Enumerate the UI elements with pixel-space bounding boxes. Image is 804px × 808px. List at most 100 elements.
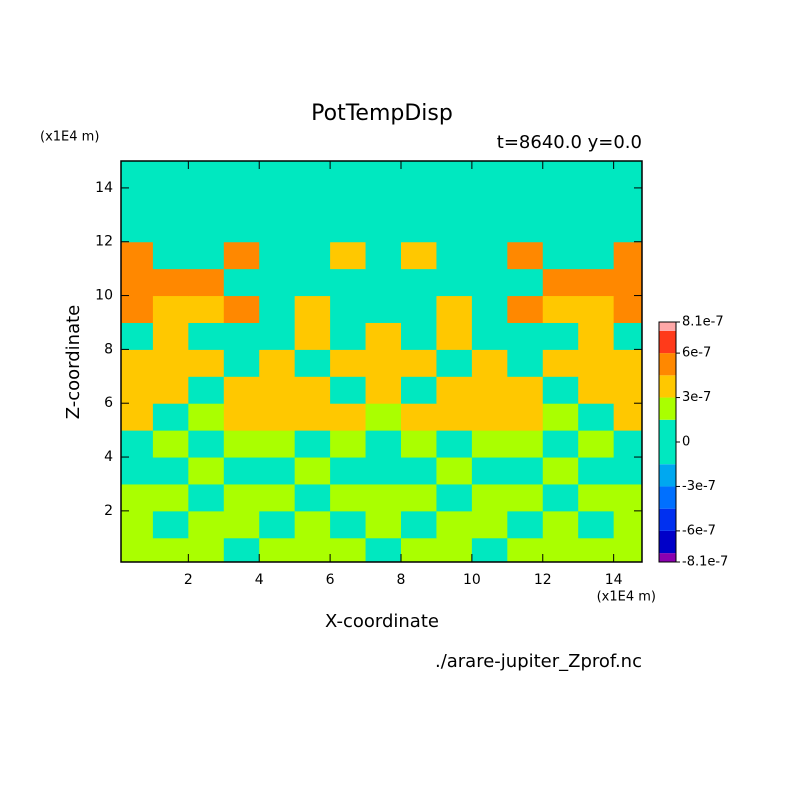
y-tick-label: 4 <box>104 449 113 465</box>
contour-cell <box>121 322 154 350</box>
contour-cell <box>471 510 508 539</box>
contour-cell <box>188 376 225 404</box>
contour-cell <box>613 268 642 297</box>
contour-cell <box>542 537 579 562</box>
contour-cell <box>436 483 473 512</box>
contour-cell <box>507 187 544 216</box>
contour-cell <box>294 349 331 377</box>
colorbar-tick-label: 6e-7 <box>682 346 711 361</box>
contour-cell <box>436 214 473 243</box>
contour-cell <box>613 349 642 377</box>
contour-cell <box>259 483 296 512</box>
contour-cell <box>294 537 331 562</box>
contour-cell <box>188 214 225 243</box>
y-tick-label: 10 <box>95 288 113 304</box>
contour-cell <box>471 457 508 485</box>
y-tick-label: 8 <box>104 341 113 357</box>
contour-cell <box>400 483 437 512</box>
contour-cell <box>507 295 544 323</box>
contour-cell <box>471 187 508 216</box>
contour-cell <box>223 161 260 189</box>
contour-cell <box>400 376 437 404</box>
contour-cell <box>613 430 642 458</box>
contour-cell <box>223 457 260 485</box>
contour-cell <box>121 349 154 377</box>
plot-frame <box>120 160 643 563</box>
contour-cell <box>259 241 296 270</box>
contour-cell <box>507 349 544 377</box>
y-tick-label: 12 <box>95 234 113 250</box>
colorbar-segment <box>659 330 676 354</box>
contour-field <box>121 161 642 562</box>
contour-cell <box>613 322 642 350</box>
contour-cell <box>121 403 154 431</box>
contour-cell <box>330 376 367 404</box>
contour-cell <box>471 430 508 458</box>
contour-cell <box>121 214 154 243</box>
contour-cell <box>121 457 154 485</box>
contour-cell <box>188 322 225 350</box>
contour-cell <box>578 161 615 189</box>
colorbar-segment <box>659 397 676 420</box>
contour-cell <box>188 430 225 458</box>
contour-cell <box>365 214 402 243</box>
contour-cell <box>259 510 296 539</box>
contour-cell <box>542 510 579 539</box>
contour-cell <box>188 457 225 485</box>
contour-cell <box>365 161 402 189</box>
contour-cell <box>471 161 508 189</box>
contour-cell <box>365 510 402 539</box>
contour-cell <box>578 403 615 431</box>
contour-cell <box>471 322 508 350</box>
contour-cell <box>436 403 473 431</box>
contour-cell <box>613 214 642 243</box>
contour-cell <box>400 349 437 377</box>
contour-cell <box>259 403 296 431</box>
contour-cell <box>259 430 296 458</box>
contour-cell <box>188 483 225 512</box>
contour-cell <box>542 349 579 377</box>
contour-cell <box>613 537 642 562</box>
contour-cell <box>259 268 296 297</box>
contour-cell <box>400 214 437 243</box>
contour-cell <box>436 322 473 350</box>
contour-cell <box>294 483 331 512</box>
contour-cell <box>578 322 615 350</box>
x-tick-label: 2 <box>184 572 193 588</box>
contour-cell <box>223 187 260 216</box>
x-tick-label: 4 <box>255 572 264 588</box>
contour-cell <box>223 537 260 562</box>
contour-cell <box>578 483 615 512</box>
x-tick-label: 8 <box>397 572 406 588</box>
contour-cell <box>400 241 437 270</box>
contour-cell <box>578 241 615 270</box>
colorbar-segment <box>659 508 676 531</box>
y-tick-label: 14 <box>95 180 113 196</box>
contour-cell <box>152 187 189 216</box>
contour-cell <box>578 537 615 562</box>
contour-cell <box>400 510 437 539</box>
contour-cell <box>330 295 367 323</box>
contour-cell <box>152 537 189 562</box>
contour-cell <box>578 510 615 539</box>
contour-cell <box>542 241 579 270</box>
colorbar-segment <box>659 464 676 487</box>
contour-cell <box>436 295 473 323</box>
contour-cell <box>542 403 579 431</box>
contour-cell <box>507 161 544 189</box>
contour-cell <box>330 161 367 189</box>
contour-cell <box>121 295 154 323</box>
contour-cell <box>471 349 508 377</box>
contour-cell <box>471 376 508 404</box>
colorbar-tick-label: 3e-7 <box>682 390 711 405</box>
contour-cell <box>223 295 260 323</box>
source-file: ./arare-jupiter_Zprof.nc <box>435 651 642 672</box>
contour-cell <box>436 430 473 458</box>
contour-cell <box>121 430 154 458</box>
contour-cell <box>330 457 367 485</box>
colorbar-segment <box>659 322 676 331</box>
x-tick-label: 6 <box>326 572 335 588</box>
colorbar-tick-label: 0 <box>682 435 690 450</box>
contour-cell <box>365 268 402 297</box>
contour-cell <box>188 241 225 270</box>
